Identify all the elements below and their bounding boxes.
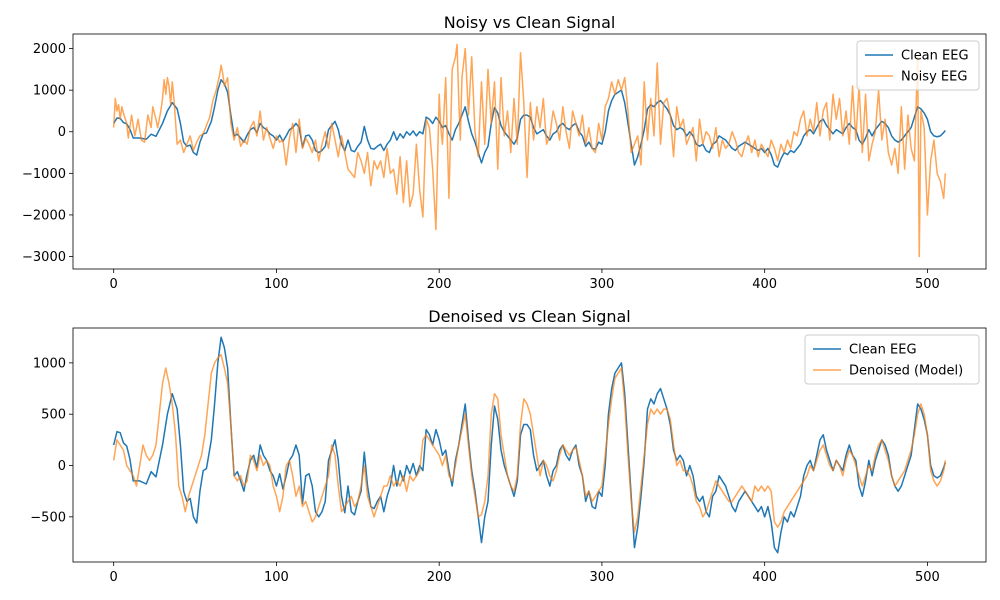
legend-label: Denoised (Model) [849,364,963,379]
y-tick-label: −1000 [22,167,66,182]
x-tick-label: 100 [264,277,289,292]
y-tick-label: 500 [41,408,66,423]
x-tick-label: 300 [590,570,615,585]
y-tick-label: 0 [58,125,66,140]
series-group [112,336,947,554]
legend-label: Clean EEG [849,343,917,358]
legend: Clean EEG Denoised (Model) [804,334,980,385]
legend: Clean EEG Noisy EEG [856,40,980,91]
axes-frame [72,33,987,270]
series-line-noisy-eeg [112,43,947,258]
y-tick-label: −500 [30,510,66,525]
x-tick-label: 100 [264,570,289,585]
series-line-clean-eeg [112,336,947,554]
y-tick-label: −2000 [22,208,66,223]
series-line-denoised-model [112,353,947,533]
x-tick-label: 0 [110,570,118,585]
x-tick-label: 500 [915,570,940,585]
y-tick-label: 1000 [33,356,66,371]
chart-2: 0 100 200 300 400 500 −500 0 500 1000 Denoised vs … [30,307,987,585]
chart-1: 0 100 200 300 400 500 −3000 −2000 −1000 0 1000 2000… [22,13,987,292]
x-tick-label: 400 [752,277,777,292]
x-tick-label: 300 [590,277,615,292]
y-tick-label: 1000 [33,84,66,99]
legend-box [804,334,980,385]
legend-box [856,40,980,91]
axes-frame [72,327,987,563]
chart-title: Denoised vs Clean Signal [428,307,631,326]
y-tick-label: 0 [58,459,66,474]
y-tick-label: −3000 [22,250,66,265]
legend-label: Noisy EEG [901,70,967,85]
x-tick-label: 0 [110,277,118,292]
series-group [112,43,947,258]
x-tick-label: 400 [752,570,777,585]
x-tick-label: 500 [915,277,940,292]
x-tick-label: 200 [427,277,452,292]
chart-title: Noisy vs Clean Signal [444,13,616,32]
legend-label: Clean EEG [901,49,969,64]
x-tick-label: 200 [427,570,452,585]
y-tick-label: 2000 [33,42,66,57]
